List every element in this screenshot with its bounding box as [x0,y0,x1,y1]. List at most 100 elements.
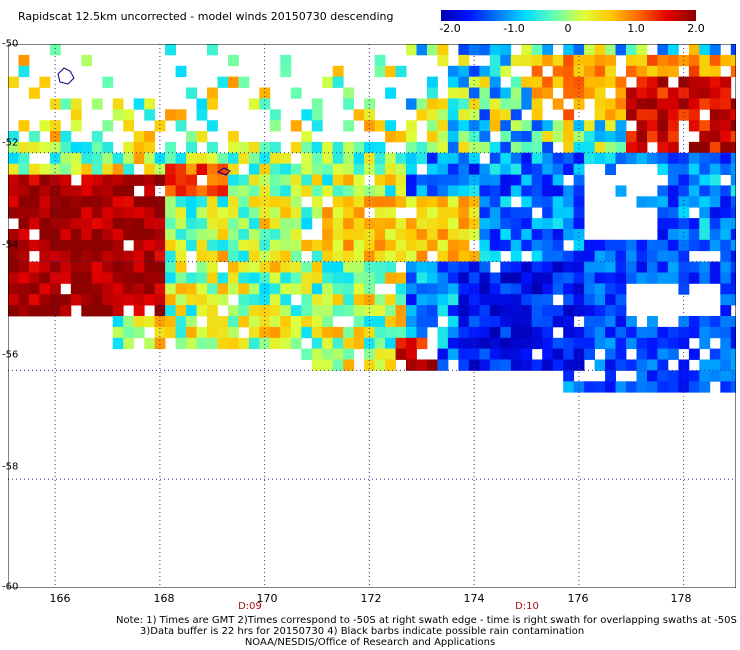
heatmap-cell [699,131,711,143]
heatmap-cell [416,239,428,252]
heatmap-cell [123,261,135,273]
heatmap-cell [542,76,554,88]
heatmap-cell [447,207,459,219]
heatmap-cell [186,326,197,339]
heatmap-cell [678,109,690,121]
heatmap-cell [636,65,648,78]
heatmap-cell [395,196,407,208]
heatmap-cell [667,174,679,186]
heatmap-cell [636,337,648,350]
heatmap-cell [186,207,197,219]
heatmap-cell [353,272,365,284]
heatmap-cell [542,359,554,371]
heatmap-cell [175,185,187,197]
heatmap-cell [91,261,103,273]
heatmap-cell [552,207,564,219]
heatmap-cell [594,131,606,143]
heatmap-cell [290,87,302,99]
heatmap-cell [207,163,218,175]
heatmap-cell [458,98,470,110]
heatmap-cell [374,185,386,197]
heatmap-cell [343,250,355,262]
heatmap-cell [720,98,732,110]
heatmap-cell [667,250,679,262]
heatmap-cell [720,337,732,350]
heatmap-cell [500,337,512,350]
heatmap-cell [678,316,690,328]
heatmap-cell [353,218,365,230]
heatmap-cell [332,174,344,186]
heatmap-cell [8,152,19,165]
heatmap-cell [437,131,449,143]
heatmap-cell [207,98,218,110]
heatmap-cell [531,305,543,317]
heatmap-cell [374,294,386,306]
heatmap-cell [269,120,281,132]
heatmap-cell [468,109,480,121]
heatmap-cell [552,131,564,143]
heatmap-cell [605,44,616,56]
heatmap-cell [385,326,396,339]
heatmap-cell [28,261,40,273]
heatmap-cell [489,348,501,360]
heatmap-cell [437,294,449,306]
heatmap-cell [458,359,470,371]
heatmap-cell [416,44,428,56]
heatmap-cell [688,185,700,197]
heatmap-cell [165,326,176,339]
heatmap-cell [510,218,522,230]
heatmap-cell [688,54,700,67]
heatmap-cell [573,359,585,371]
heatmap-cell [8,229,19,241]
heatmap-cell [322,229,334,241]
heatmap-cell [447,305,459,317]
heatmap-cell [18,250,30,262]
heatmap-cell [479,305,491,317]
heatmap-cell [8,283,19,295]
heatmap-cell [447,348,459,360]
heatmap-cell [102,261,114,273]
heatmap-cell [228,239,239,252]
heatmap-cell [301,185,313,197]
heatmap-cell [196,131,208,143]
heatmap-cell [311,163,323,175]
heatmap-cell [458,185,470,197]
heatmap-cell [688,370,700,382]
heatmap-cell [479,131,491,143]
heatmap-cell [563,163,575,175]
heatmap-cell [489,272,501,284]
heatmap-cell [489,54,501,67]
heatmap-cell [91,196,103,208]
heatmap-cell [248,152,260,165]
heatmap-cell [730,98,736,110]
heatmap-cell [605,359,616,371]
heatmap-cell [447,294,459,306]
heatmap-cell [542,239,554,252]
heatmap-cell [636,120,648,132]
heatmap-cell [248,326,260,339]
colorbar-tick: 1.0 [627,22,645,35]
heatmap-cell [615,239,627,252]
heatmap-cell [154,218,166,230]
heatmap-cell [594,152,606,165]
heatmap-cell [647,65,658,78]
heatmap-cell [500,196,512,208]
heatmap-cell [667,381,679,393]
heatmap-cell [228,196,239,208]
heatmap-cell [374,152,386,165]
heatmap-cell [709,229,721,241]
heatmap-cell [615,359,627,371]
heatmap-cell [605,98,616,110]
heatmap-cell [112,305,124,317]
heatmap-cell [730,239,736,252]
heatmap-cell [207,239,218,252]
heatmap-cell [468,218,480,230]
heatmap-cell [647,370,658,382]
heatmap-cell [657,207,669,219]
heatmap-cell [500,44,512,56]
heatmap-cell [678,272,690,284]
heatmap-cell [647,239,658,252]
heatmap-cell [657,131,669,143]
heatmap-cell [353,283,365,295]
heatmap-cell [720,316,732,328]
